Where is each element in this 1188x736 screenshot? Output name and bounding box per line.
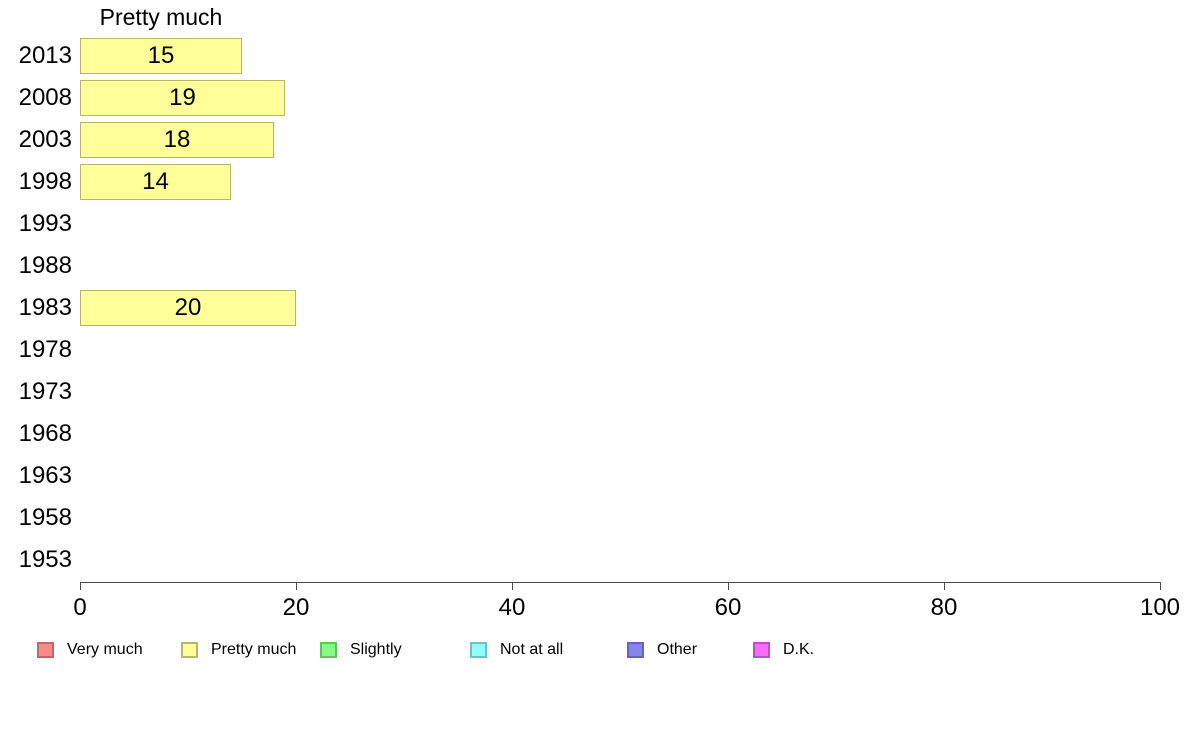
y-axis-label-1968: 1968 [18,420,72,447]
legend-color-chip [753,642,770,658]
legend-label: D.K. [783,641,815,658]
bar-2008: 19 [80,80,285,116]
x-axis-tick-label-0: 0 [73,594,87,621]
y-axis-label-2008: 2008 [18,84,72,111]
x-axis-tick-80 [944,582,945,590]
legend-label: Pretty much [211,641,297,658]
x-axis-tick-60 [728,582,729,590]
x-axis-tick-label-80: 80 [930,594,958,621]
x-axis-tick-20 [296,582,297,590]
y-axis-label-1978: 1978 [18,336,72,363]
chart-title: Pretty much [99,4,223,30]
bar-1998: 14 [80,164,231,200]
legend-color-chip [470,642,487,658]
bar-value-label: 18 [163,126,191,153]
y-axis-label-2003: 2003 [18,126,72,153]
y-axis-label-2013: 2013 [18,42,72,69]
bar-value-label: 15 [147,42,175,69]
y-axis-label-1958: 1958 [18,504,72,531]
bar-value-label: 14 [142,168,169,195]
legend-color-chip [37,642,54,658]
y-axis-label-1953: 1953 [18,546,72,573]
y-axis-label-1988: 1988 [18,252,72,279]
bar-value-label: 19 [169,84,196,111]
y-axis-label-1998: 1998 [18,168,72,195]
legend-color-chip [181,642,198,658]
x-axis-tick-label-20: 20 [282,594,310,621]
y-axis-label-1993: 1993 [18,210,72,237]
legend-color-chip [320,642,337,658]
x-axis-tick-label-60: 60 [714,594,742,621]
legend-label: Slightly [350,641,402,658]
x-axis-tick-40 [512,582,513,590]
y-axis-label-1973: 1973 [18,378,72,405]
y-axis-label-1983: 1983 [18,294,72,321]
x-axis-tick-0 [80,582,81,590]
x-axis-tick-label-40: 40 [498,594,526,621]
x-axis-line [80,582,1161,583]
legend-label: Other [657,641,698,658]
bar-value-label: 20 [174,294,202,321]
bar-2003: 18 [80,122,274,158]
bar-2013: 15 [80,38,242,74]
legend-color-chip [627,642,644,658]
x-axis-tick-100 [1160,582,1161,590]
y-axis-label-1963: 1963 [18,462,72,489]
bar-1983: 20 [80,290,296,326]
legend-label: Very much [67,641,143,658]
x-axis-tick-label-100: 100 [1139,594,1181,621]
legend-label: Not at all [500,641,564,658]
